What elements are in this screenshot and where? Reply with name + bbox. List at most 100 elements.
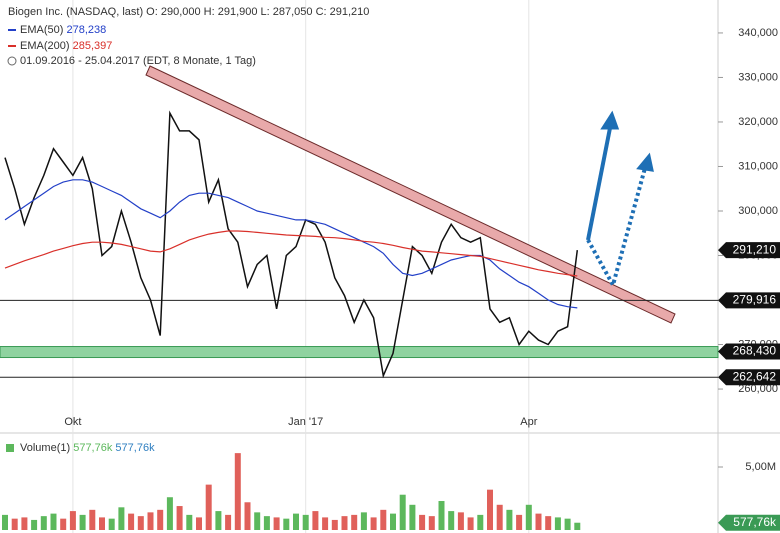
period: 01.09.2016 - 25.04.2017 (EDT, 8 Monate, … [20,55,256,67]
volume-name: Volume(1) [20,442,70,454]
y-tick-label: 300,000 [738,205,778,217]
volume-bar [564,518,571,530]
volume-bar [50,513,57,530]
legend-entry: EMA(200) 285,397 [20,40,112,52]
volume-bar [166,497,173,530]
volume-bar [263,516,270,530]
volume-bar [554,517,561,530]
price-tag-label: 268,430 [733,344,777,358]
volume-bar [331,519,338,530]
volume-bar [186,514,193,530]
volume-bar [79,514,86,530]
volume-bar [205,484,212,530]
price-tag [718,242,780,259]
price-tag-label: 279,916 [733,293,777,307]
price-tag [718,369,780,386]
arrow-head [636,152,654,172]
trend-channel [145,65,676,324]
volume-bar [457,512,464,530]
volume-bar [487,489,493,530]
volume-bar [176,506,183,530]
volume-bar [108,518,115,530]
quote: O: 290,000 H: 291,900 L: 287,050 C: 291,… [146,6,369,18]
volume-bar [293,513,299,530]
volume-bar [2,514,8,530]
volume-bar [99,517,105,530]
series-line [4,230,578,277]
volume-bar [21,517,28,530]
volume-bar [574,522,581,530]
clock-icon [7,56,17,66]
legend-value: 285,397 [73,40,113,52]
volume-bar [535,513,542,530]
period-note: (EDT, 8 Monate, 1 Tag) [143,55,256,67]
y-tick-label: 340,000 [738,27,778,39]
volume-bar [370,517,377,530]
volume-bar [467,517,474,530]
volume-bar [390,513,396,530]
series-line [4,110,579,379]
volume-bar [341,516,348,530]
legend-name: EMA(200) [20,40,70,52]
volume-bar [477,514,484,530]
arrow [586,127,612,241]
volume-bar [283,518,290,530]
legend-value: 278,238 [66,24,106,36]
title-text: Biogen Inc. (NASDAQ, last) [8,6,143,18]
arrow-head [600,110,620,130]
y-tick-label: 330,000 [738,71,778,83]
volume-bar [157,509,164,530]
title: Biogen Inc. (NASDAQ, last) O: 290,000 H:… [8,6,369,18]
volume-bar [60,518,67,530]
x-tick-label: Okt [64,416,81,428]
volume-swatch [6,444,14,452]
volume-bar [137,516,144,530]
volume-bar [196,517,202,530]
volume-bar [351,514,358,530]
price-tag [718,292,780,309]
support-band [0,346,719,359]
volume-bar [225,514,232,530]
volume-bar [322,517,329,530]
volume-bar [128,513,135,530]
volume-bar [40,516,47,530]
y-tick-label: 5,00M [745,461,776,473]
volume-label: 577,76k [115,442,155,454]
volume-bar [31,519,38,530]
y-tick-label: 310,000 [738,160,778,172]
volume-bar [448,511,455,530]
volume-label: 577,76k [73,442,113,454]
price-tag-label: 262,642 [733,369,777,383]
volume-bar [419,514,426,530]
period-range: 01.09.2016 - 25.04.2017 [20,55,140,67]
volume-bar [234,453,241,530]
legend-entry: EMA(50) 278,238 [20,24,106,36]
price-tag-label: 291,210 [733,242,777,256]
volume-bar [244,502,251,530]
dotted-arrow [586,167,647,291]
volume-tag [718,514,780,531]
price-tag [718,343,780,360]
volume-bar [11,518,18,530]
volume-bar [380,509,387,530]
y-tick-label: 320,000 [738,116,778,128]
volume-bar [496,504,503,530]
volume-bar [147,512,154,530]
volume-bar [506,509,513,530]
volume-bar [302,514,309,530]
volume-bar [118,507,125,530]
volume-legend: Volume(1) 577,76k 577,76k [20,442,155,454]
volume-bar [69,511,76,530]
volume-bar [438,501,445,530]
volume-bar [89,509,96,530]
x-tick-label: Jan '17 [288,416,323,428]
volume-bar [516,514,523,530]
legend-name: EMA(50) [20,24,63,36]
volume-tag-label: 577,76k [733,515,777,529]
volume-bar [254,512,261,530]
y-tick-label: 260,000 [738,383,778,395]
volume-bar [273,517,280,530]
x-tick-label: Apr [520,416,537,428]
